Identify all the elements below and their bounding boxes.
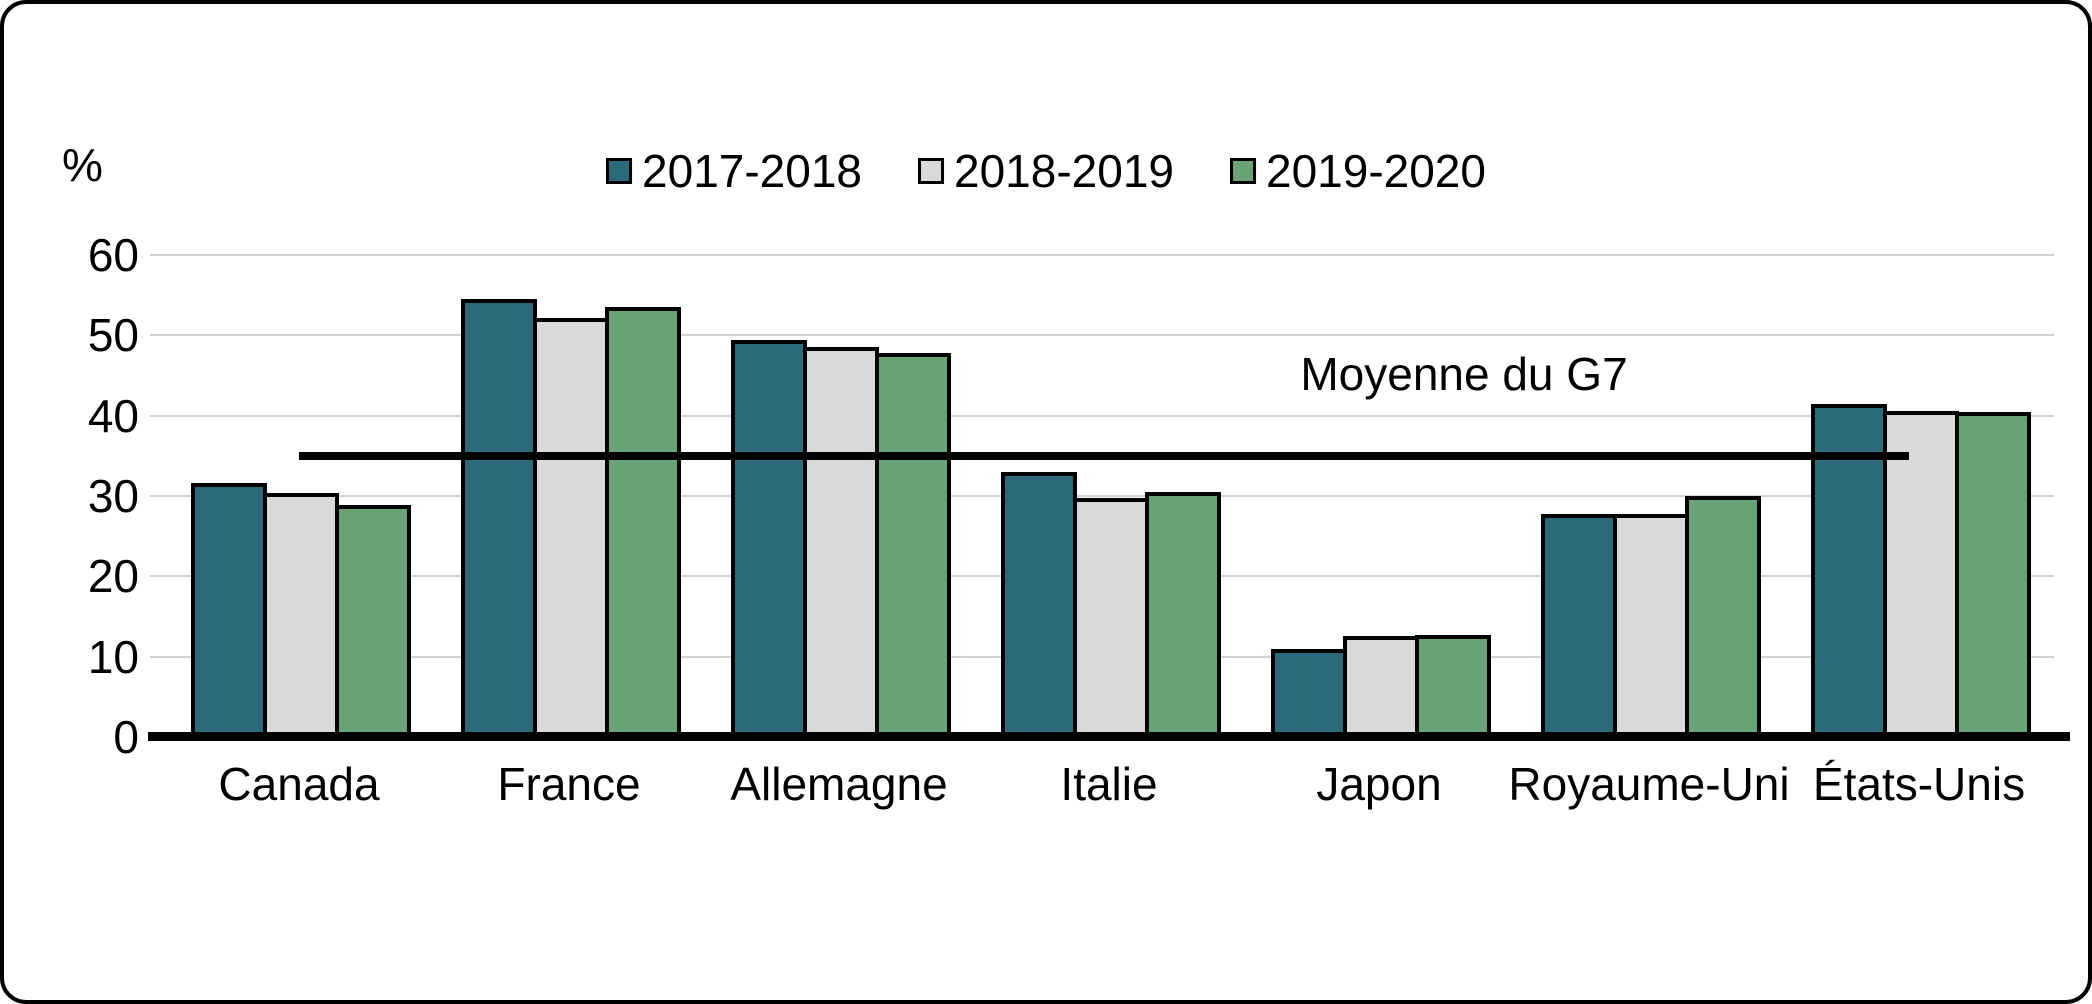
y-tick-label: 60	[87, 229, 139, 281]
bar-2017-2018-Italie	[1001, 471, 1077, 737]
y-tick-label: 30	[87, 470, 139, 522]
legend-item-2018-2019: 2018-2019	[918, 144, 1174, 198]
x-category-label: Italie	[1060, 758, 1158, 810]
gridline-60	[150, 254, 2054, 256]
gridline-40	[150, 414, 2054, 417]
bar-2019-2020-États-Unis	[1955, 412, 2031, 737]
bar-2018-2019-Allemagne	[803, 347, 879, 737]
x-category-label: Canada	[218, 758, 380, 810]
x-category-label: Allemagne	[730, 758, 948, 810]
legend-swatch-icon	[606, 158, 633, 184]
bar-2018-2019-Italie	[1073, 498, 1149, 737]
bar-2017-2018-Allemagne	[731, 340, 807, 737]
bar-2019-2020-Italie	[1145, 491, 1221, 737]
legend-label: 2018-2019	[954, 145, 1174, 197]
bar-2019-2020-Allemagne	[875, 353, 951, 737]
g7-average-line	[299, 451, 1909, 460]
bar-2017-2018-Royaume-Uni	[1541, 513, 1617, 737]
x-category-label: États-Unis	[1812, 758, 2026, 810]
gridline-30	[150, 495, 2054, 497]
bar-2019-2020-Japon	[1415, 634, 1491, 737]
bar-2019-2020-France	[605, 307, 681, 737]
x-axis-baseline	[148, 732, 2070, 741]
gridline-50	[150, 334, 2054, 337]
legend-item-2017-2018: 2017-2018	[606, 144, 862, 198]
y-tick-label: 10	[87, 630, 139, 683]
y-tick-label: 20	[87, 550, 139, 603]
legend-label: 2019-2020	[1265, 145, 1486, 197]
legend-item-2019-2020: 2019-2020	[1229, 144, 1486, 198]
legend: 2017-2018 2018-2019 2019-2020	[606, 144, 1486, 198]
legend-swatch-icon	[1229, 158, 1256, 184]
bar-2017-2018-Japon	[1271, 648, 1347, 737]
bar-2019-2020-Canada	[335, 504, 411, 737]
y-tick-label: 40	[87, 389, 139, 442]
bar-2018-2019-France	[533, 318, 609, 737]
x-category-label: Japon	[1316, 758, 1442, 810]
bar-2019-2020-Royaume-Uni	[1685, 496, 1761, 737]
y-tick-label: 50	[87, 309, 139, 362]
bar-2018-2019-Royaume-Uni	[1613, 514, 1689, 737]
x-category-label: Royaume-Uni	[1508, 758, 1790, 810]
plot-area: Moyenne du G7 0 10 20 30 40 50 60 Canada France A…	[88, 229, 2070, 810]
bar-2018-2019-Japon	[1343, 635, 1419, 737]
legend-label: 2017-2018	[642, 145, 863, 197]
bar-2018-2019-Canada	[263, 492, 339, 737]
g7-average-label: Moyenne du G7	[1300, 348, 1628, 400]
y-axis-unit-label: %	[62, 139, 103, 191]
bar-2017-2018-France	[461, 299, 537, 737]
y-tick-label: 0	[113, 711, 139, 763]
legend-swatch-icon	[918, 158, 945, 184]
bar-2017-2018-Canada	[191, 483, 267, 737]
x-category-label: France	[497, 758, 641, 810]
